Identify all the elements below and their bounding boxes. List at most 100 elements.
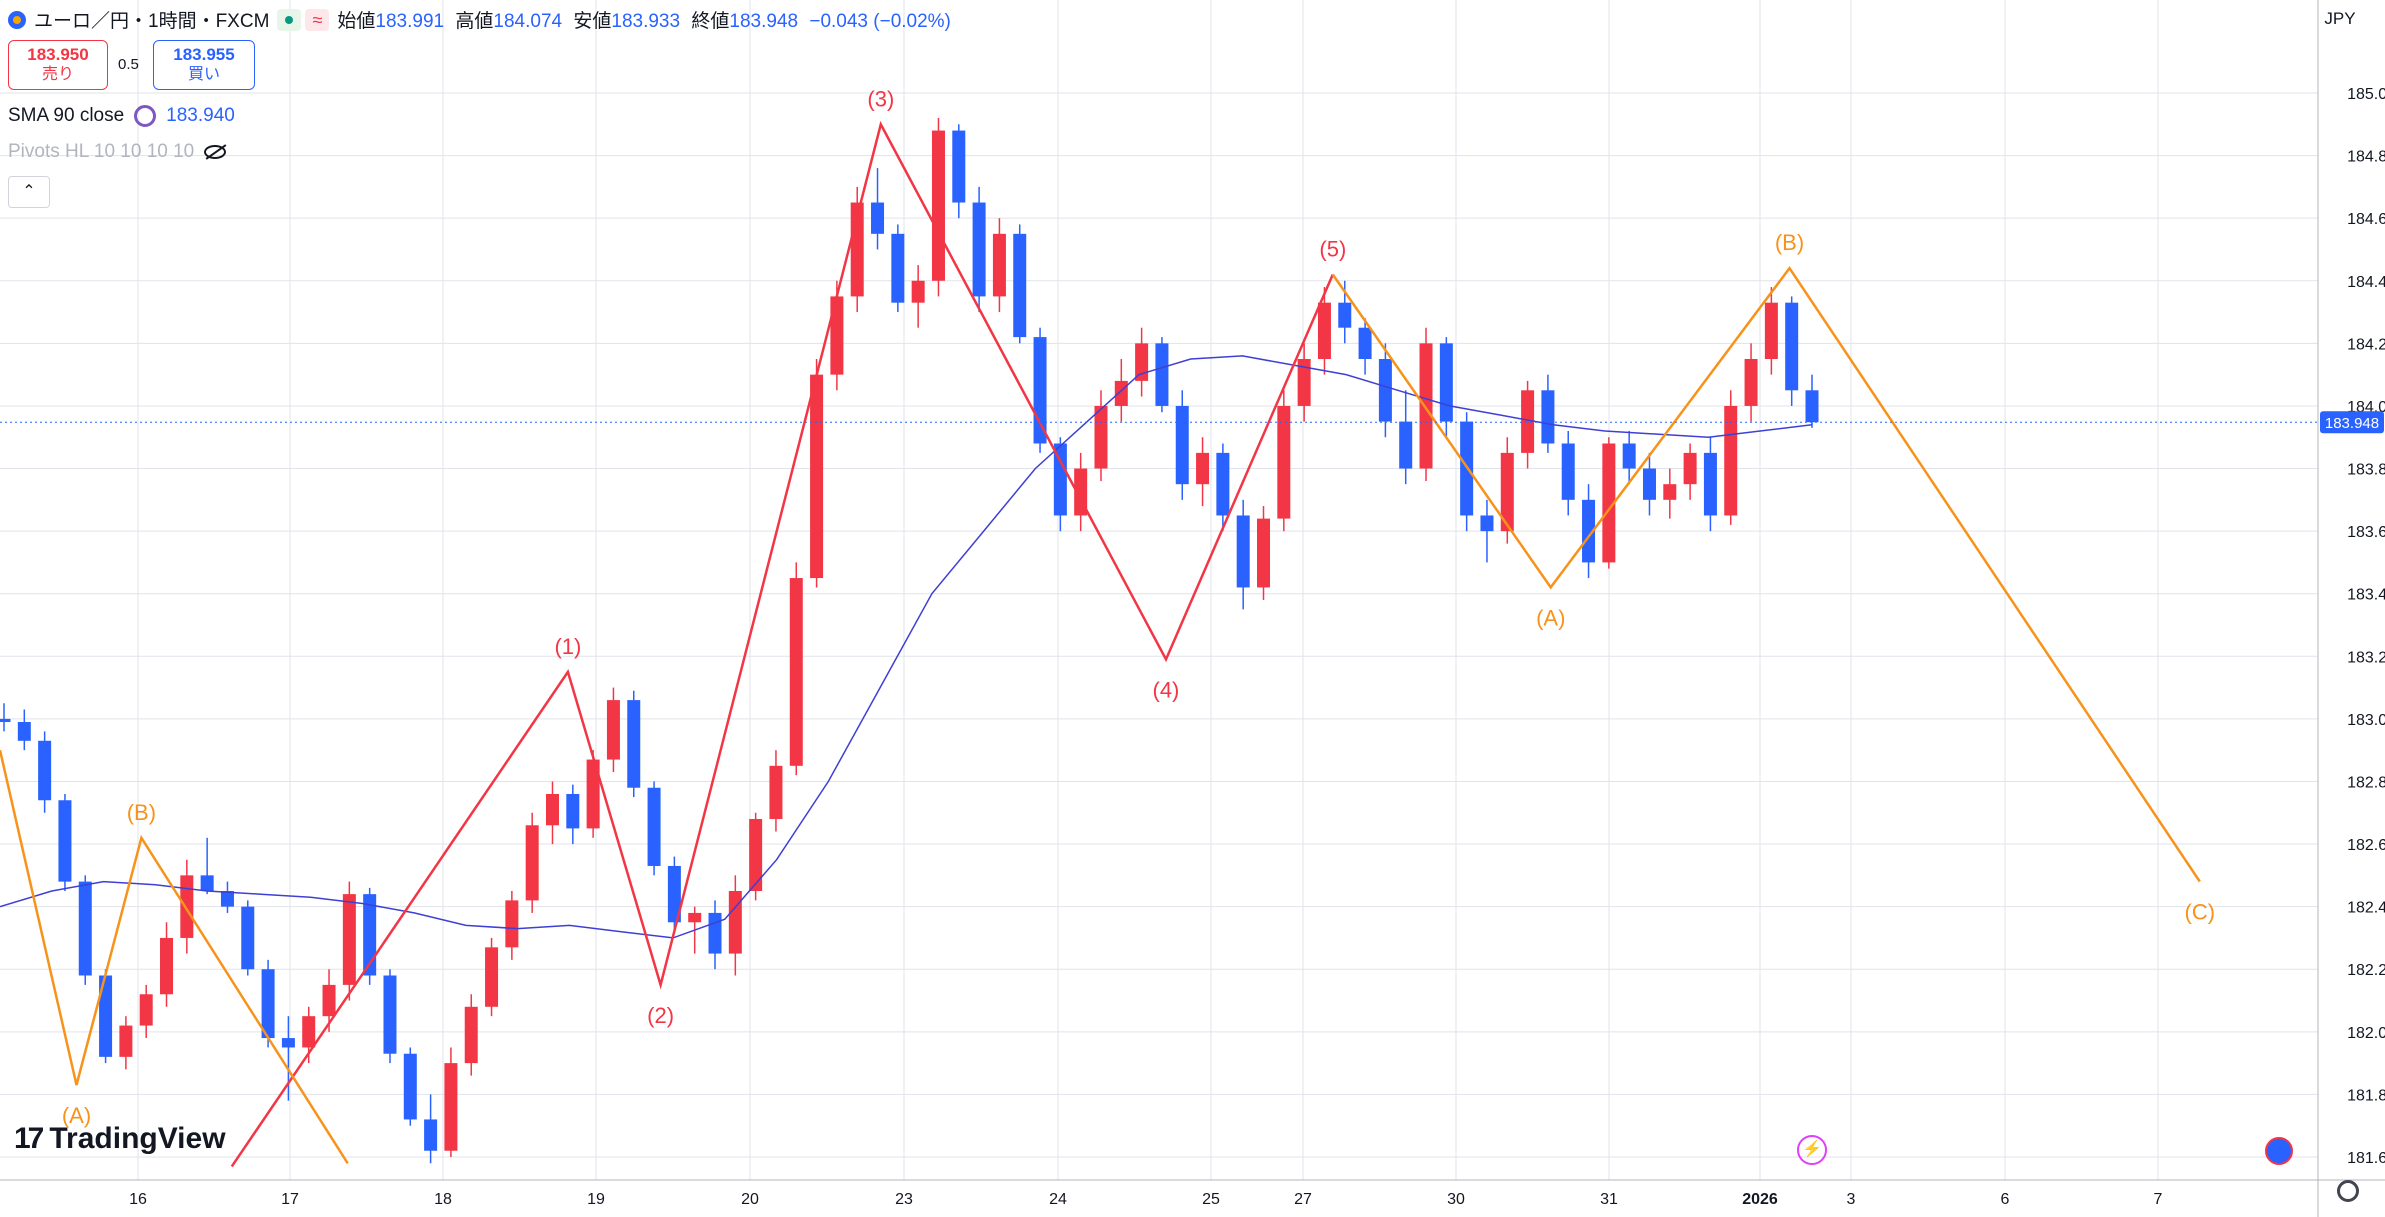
- eye-hidden-icon[interactable]: [204, 145, 227, 159]
- candle-body: [1500, 452, 1514, 532]
- candle-body: [1439, 343, 1453, 422]
- impulse-wave-line: [230, 120, 1334, 1168]
- candle-body: [545, 793, 559, 826]
- x-tick-label: 25: [1202, 1191, 1220, 1208]
- x-tick-label: 23: [895, 1191, 913, 1208]
- symbol-title[interactable]: ユーロ／円・1時間・FXCM: [34, 11, 270, 32]
- lightning-icon[interactable]: ⚡: [1797, 1135, 1827, 1165]
- tradingview-mark-icon: 17: [14, 1122, 44, 1155]
- candle-body: [1094, 405, 1108, 469]
- candle-body: [1561, 443, 1575, 500]
- x-tick-label: 27: [1294, 1191, 1312, 1208]
- candle-body: [424, 1119, 438, 1151]
- gear-icon[interactable]: [2337, 1180, 2359, 1202]
- candle-body: [1378, 359, 1392, 422]
- change-value: −0.043 (−0.02%): [809, 11, 951, 32]
- candle-body: [1622, 443, 1636, 469]
- market-open-icon[interactable]: [277, 8, 302, 31]
- correction-wave-label: (B): [1775, 230, 1804, 255]
- candle-body: [1053, 443, 1067, 516]
- candle-body: [180, 875, 194, 938]
- correction-wave-label: (B): [127, 800, 156, 825]
- y-tick-label: 182.800: [2347, 774, 2385, 791]
- sell-button[interactable]: 183.950 売り: [8, 40, 108, 90]
- collapse-legend-button[interactable]: ⌃: [8, 176, 50, 208]
- y-tick-label: 181.600: [2347, 1150, 2385, 1167]
- candle-body: [891, 233, 905, 303]
- y-tick-label: 182.000: [2347, 1025, 2385, 1042]
- pivots-legend[interactable]: Pivots HL 10 10 10 10: [8, 141, 227, 163]
- y-tick-label: 184.200: [2347, 336, 2385, 353]
- candle-body: [200, 875, 214, 891]
- candle-body: [322, 984, 336, 1017]
- currency-selector[interactable]: JPY: [2324, 9, 2356, 28]
- refresh-icon[interactable]: [134, 105, 157, 127]
- candle-body: [464, 1006, 478, 1064]
- candle-body: [1642, 468, 1656, 500]
- correction-wave-label: (C): [2185, 900, 2216, 925]
- sma-value: 183.940: [166, 105, 235, 126]
- candle-body: [261, 969, 275, 1039]
- candle-body: [1582, 499, 1596, 563]
- candle-body: [810, 374, 824, 579]
- x-tick-label: 19: [587, 1191, 605, 1208]
- candle-body: [667, 865, 681, 923]
- candle-body: [1683, 452, 1697, 485]
- candle-body: [871, 202, 885, 234]
- y-tick-label: 183.400: [2347, 587, 2385, 604]
- candle-body: [1013, 233, 1027, 338]
- last-price-tag: [2320, 411, 2384, 434]
- low-value: 183.933: [611, 11, 681, 32]
- x-tick-label: 24: [1049, 1191, 1067, 1208]
- buy-price: 183.955: [173, 45, 235, 64]
- candle-body: [139, 994, 153, 1026]
- candle-body: [1317, 302, 1331, 359]
- spread-value: 0.5: [118, 56, 139, 73]
- x-tick-label: 18: [434, 1191, 452, 1208]
- tradingview-wordmark: TradingView: [49, 1122, 226, 1155]
- candle-body: [749, 819, 763, 891]
- candle-body: [525, 825, 539, 901]
- candle-body: [1257, 518, 1271, 588]
- buy-button[interactable]: 183.955 買い: [153, 40, 255, 90]
- candle-body: [302, 1016, 316, 1048]
- correction-wave-label: (A): [62, 1103, 91, 1128]
- candle-body: [363, 894, 377, 976]
- globe-icon[interactable]: [2265, 1137, 2293, 1165]
- candle-body: [444, 1063, 458, 1151]
- candle-body: [627, 700, 641, 788]
- delayed-data-icon[interactable]: ≈: [305, 8, 330, 31]
- candle-body: [485, 947, 499, 1007]
- sma-line: [0, 355, 1813, 939]
- candle-body: [160, 937, 174, 995]
- y-tick-label: 182.200: [2347, 962, 2385, 979]
- candle-body: [505, 900, 519, 948]
- candle-body: [952, 130, 966, 203]
- candle-body: [586, 759, 600, 829]
- candle-body: [972, 202, 986, 297]
- y-tick-label: 181.800: [2347, 1087, 2385, 1104]
- correction-wave-label: (A): [1536, 605, 1565, 630]
- x-tick-label: 30: [1447, 1191, 1465, 1208]
- y-tick-label: 183.200: [2347, 649, 2385, 666]
- candle-body: [383, 975, 397, 1054]
- sma-legend[interactable]: SMA 90 close 183.940: [8, 105, 235, 127]
- correction-wave-line: [0, 749, 349, 1164]
- y-tick-label: 184.400: [2347, 274, 2385, 291]
- candle-body: [1480, 515, 1494, 532]
- sell-label: 売り: [41, 66, 74, 83]
- y-tick-label: 183.800: [2347, 462, 2385, 479]
- candle-body: [931, 130, 945, 281]
- candle-body: [99, 975, 113, 1057]
- correction-wave-line: [1331, 266, 2201, 883]
- y-tick-label: 185.000: [2347, 86, 2385, 103]
- y-tick-label: 182.600: [2347, 837, 2385, 854]
- low-label: 安値: [573, 11, 612, 32]
- candle-body: [1764, 302, 1778, 359]
- candle-body: [1399, 421, 1413, 469]
- candle-body: [1277, 405, 1291, 519]
- status-badges: ≈: [277, 8, 330, 31]
- candle-body: [403, 1053, 417, 1120]
- sell-price: 183.950: [27, 45, 89, 64]
